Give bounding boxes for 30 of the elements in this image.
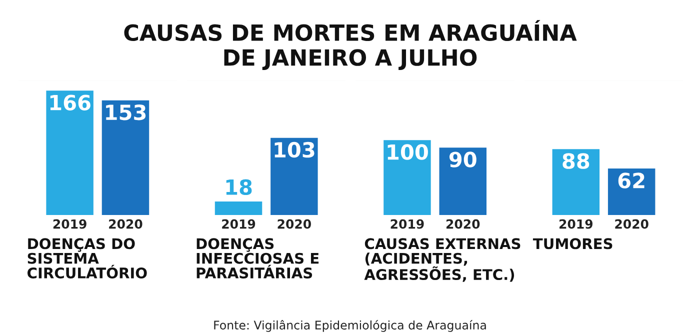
bar	[102, 100, 150, 216]
data-label: 100	[388, 144, 428, 160]
text: 2020	[615, 219, 648, 229]
x-tick-label: TUMORES	[532, 238, 612, 250]
data-label: 18	[226, 179, 252, 196]
data-label: 153	[106, 104, 146, 120]
text: 2020	[278, 219, 311, 229]
text: 2020	[446, 219, 480, 229]
chart-title: CAUSAS DE MORTES EM ARAGUAÍNA DE JANEIRO A JULHO	[124, 20, 577, 70]
text: 2019	[222, 219, 256, 229]
bar	[608, 168, 656, 216]
data-label: 62	[618, 172, 644, 188]
series-label: 2020	[109, 219, 142, 229]
data-label: 166	[50, 94, 90, 110]
bar	[384, 140, 431, 216]
text: 2019	[560, 219, 593, 229]
text: 2019	[390, 219, 424, 229]
x-tick-label: CAUSAS EXTERNAS (ACIDENTES, AGRESSÕES, ETC.)	[364, 238, 520, 282]
bar	[46, 90, 94, 216]
bar	[270, 138, 318, 216]
bar	[439, 148, 487, 216]
bar	[552, 149, 600, 216]
data-label: 103	[274, 142, 314, 158]
bar	[214, 202, 262, 216]
data-label: 88	[562, 153, 590, 169]
series-label: 2019	[53, 219, 86, 229]
x-tick-label: DOENÇAS DO SISTEMA CIRCULATÓRIO	[28, 238, 147, 279]
data-label: 90	[449, 152, 476, 168]
source-note: Fonte: Vigilância Epidemiológica de Araguaína	[214, 320, 486, 332]
x-tick-label: DOENÇAS INFECCIOSAS E PARASITÁRIAS	[196, 238, 319, 279]
